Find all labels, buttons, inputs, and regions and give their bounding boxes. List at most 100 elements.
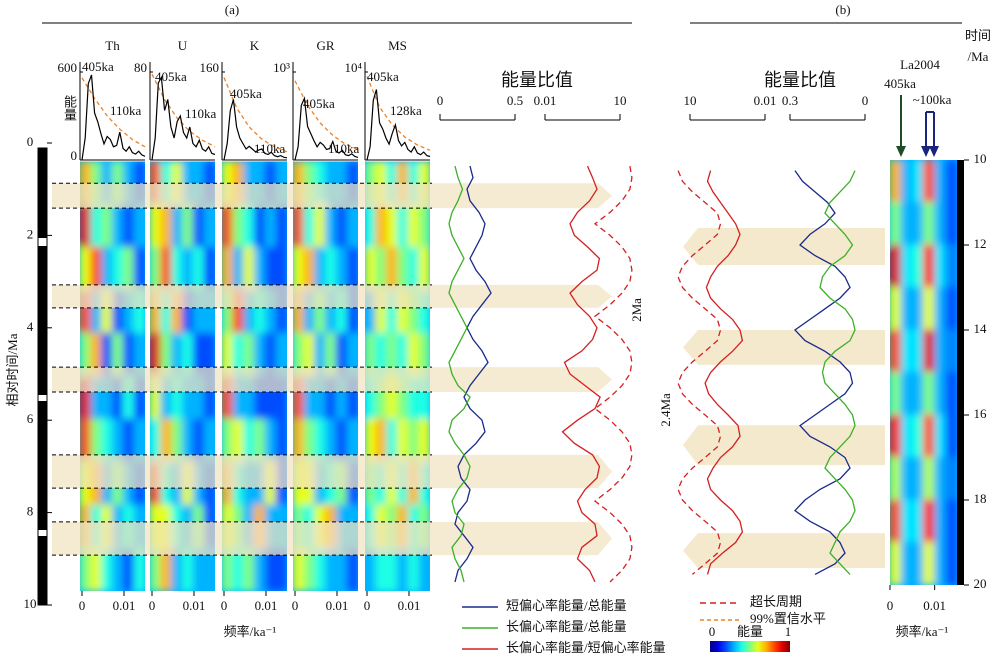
highlight-band — [52, 284, 612, 308]
highlight-band — [683, 330, 885, 365]
x-axis-label: 频率/ka⁻¹ — [224, 624, 277, 639]
heat-cell — [923, 202, 936, 246]
heat-cell — [122, 418, 135, 463]
colorbar-tick-label: 0 — [709, 624, 716, 639]
heat-cell — [254, 203, 266, 248]
heat-cell — [222, 203, 234, 248]
long-period-curve — [677, 170, 722, 575]
heat-cell — [945, 287, 957, 331]
x-tick-label: 0 — [364, 598, 371, 613]
peak-label: 405ka — [303, 96, 335, 111]
heat-cell — [133, 547, 145, 592]
heat-cell — [934, 457, 947, 501]
peak-label: 405ka — [82, 59, 114, 74]
panel-name: GR — [316, 38, 334, 53]
heat-cell — [890, 329, 902, 373]
heat-cell — [122, 289, 135, 334]
heat-cell — [303, 332, 316, 377]
heat-cell — [192, 203, 205, 248]
heat-cell — [90, 203, 103, 248]
heat-cell — [934, 202, 947, 246]
heat-cell — [375, 418, 388, 463]
polarity-normal — [957, 160, 964, 585]
heat-cell — [101, 418, 113, 463]
legend-label: 长偏心率能量/短偏心率能量 — [506, 640, 666, 655]
x-tick-label: 0.01 — [923, 598, 946, 613]
heat-cell — [254, 289, 266, 334]
heat-cell — [923, 160, 936, 203]
x-tick-label: 0 — [887, 598, 894, 613]
heat-cell — [264, 246, 277, 291]
polarity-frame — [37, 147, 48, 606]
y-tick-label: 6 — [27, 411, 34, 426]
heat-cell — [90, 375, 103, 420]
heat-cell — [293, 418, 305, 463]
heat-cell — [222, 246, 234, 291]
x-tick-label: 0.01 — [398, 598, 421, 613]
heat-cell — [407, 203, 420, 248]
heat-cell — [890, 372, 902, 416]
heat-cell — [407, 547, 420, 592]
heat-cell — [133, 375, 145, 420]
ratio-tick-label: 0 — [437, 93, 444, 108]
heat-cell — [232, 547, 245, 592]
heat-cell — [80, 418, 92, 463]
heat-cell — [945, 244, 957, 288]
heat-cell — [923, 244, 936, 288]
panel-label: (a) — [225, 2, 239, 17]
panel-name: MS — [388, 38, 407, 53]
heat-cell — [90, 332, 103, 377]
heat-cell — [254, 246, 266, 291]
heat-cell — [890, 499, 902, 543]
heat-cell — [418, 289, 430, 334]
heat-cell — [934, 160, 947, 203]
heat-cell — [911, 202, 924, 246]
x-tick-label: 0 — [79, 598, 86, 613]
heat-cell — [335, 547, 348, 592]
heat-cell — [160, 418, 173, 463]
heat-cell — [264, 547, 277, 592]
heat-cell — [171, 547, 183, 592]
heat-cell — [923, 414, 936, 458]
highlight-band — [52, 454, 612, 489]
heat-cell — [346, 246, 358, 291]
heat-cell — [150, 332, 162, 377]
heat-cell — [101, 246, 113, 291]
peak-label: 405ka — [230, 86, 262, 101]
heat-cell — [911, 244, 924, 288]
heat-cell — [418, 246, 430, 291]
spectrum-tick-label: 0 — [71, 148, 78, 163]
heat-cell — [160, 547, 173, 592]
ratio-title: 能量比值 — [501, 70, 573, 90]
heat-cell — [325, 246, 337, 291]
heat-cell — [264, 418, 277, 463]
heat-cell — [243, 203, 255, 248]
heat-cell — [397, 203, 409, 248]
heat-cell — [346, 289, 358, 334]
heat-cell — [900, 457, 913, 501]
peak-label: 110ka — [328, 141, 360, 156]
model-name: La2004 — [900, 57, 940, 72]
heat-cell — [192, 246, 205, 291]
x-tick-label: 0 — [149, 598, 156, 613]
heat-cell — [375, 375, 388, 420]
heat-cell — [264, 289, 277, 334]
heat-cell — [325, 375, 337, 420]
arrow-head — [896, 146, 906, 157]
x-tick-label: 0.01 — [326, 598, 349, 613]
heat-cell — [418, 332, 430, 377]
heat-cell — [418, 203, 430, 248]
y-tick-label: 10 — [24, 596, 37, 611]
x-tick-label: 0 — [221, 598, 228, 613]
heat-cell — [314, 332, 326, 377]
heat-cell — [150, 547, 162, 592]
long-period-label: 2.4Ma — [658, 393, 673, 427]
heat-cell — [335, 332, 348, 377]
heat-cell — [346, 332, 358, 377]
spectrum-line — [294, 96, 359, 161]
heat-cell — [375, 289, 388, 334]
heat-cell — [325, 332, 337, 377]
heat-cell — [945, 372, 957, 416]
